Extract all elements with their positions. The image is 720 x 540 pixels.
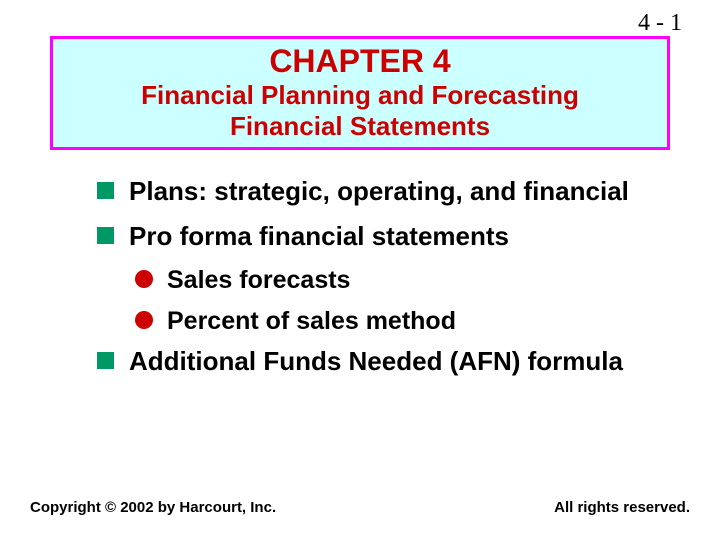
list-item: Additional Funds Needed (AFN) formula: [95, 345, 655, 378]
list-item: Percent of sales method: [133, 305, 655, 338]
chapter-label: CHAPTER 4: [269, 43, 450, 80]
list-item: Sales forecasts: [133, 264, 655, 297]
subtitle-line-1: Financial Planning and Forecasting: [141, 80, 579, 111]
list-item: Plans: strategic, operating, and financi…: [95, 175, 655, 208]
subtitle-line-2: Financial Statements: [230, 111, 490, 142]
title-box: CHAPTER 4 Financial Planning and Forecas…: [50, 36, 670, 150]
page-number: 4 - 1: [638, 10, 682, 37]
list-item: Pro forma financial statements: [95, 220, 655, 253]
rights-text: All rights reserved.: [554, 499, 690, 516]
bullet-list: Plans: strategic, operating, and financi…: [95, 175, 655, 390]
copyright-text: Copyright © 2002 by Harcourt, Inc.: [30, 499, 276, 516]
